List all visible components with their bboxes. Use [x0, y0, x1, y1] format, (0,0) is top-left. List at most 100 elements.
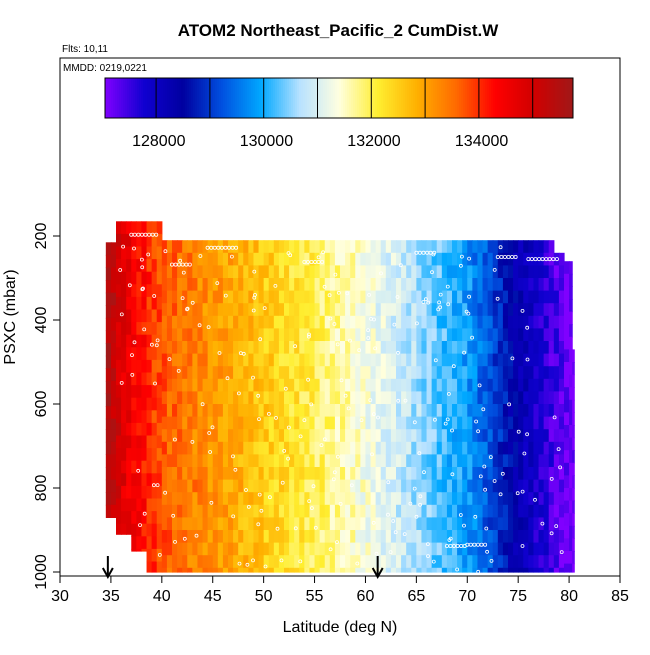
heatmap-cell	[228, 492, 234, 506]
observation-point	[520, 308, 525, 313]
colorbar-segment	[377, 78, 380, 118]
heatmap-cell	[345, 353, 351, 367]
heatmap-cell	[518, 454, 524, 468]
heatmap-cell	[416, 353, 423, 367]
heatmap-cell	[263, 353, 270, 367]
heatmap-cell	[121, 221, 127, 235]
heatmap-cell	[329, 416, 336, 430]
colorbar-segment	[295, 78, 298, 118]
observation-point	[473, 514, 478, 519]
heatmap-cell	[161, 391, 168, 405]
heatmap-cell	[278, 328, 285, 342]
heatmap-cell	[518, 290, 524, 304]
heatmap-cell	[105, 467, 112, 481]
heatmap-cell	[406, 454, 412, 468]
observation-point	[322, 284, 327, 289]
heatmap-cell	[564, 387, 570, 401]
heatmap-cell	[482, 265, 489, 279]
heatmap-cell	[238, 378, 244, 392]
heatmap-cell	[452, 240, 458, 254]
heatmap-cell	[126, 511, 132, 525]
heatmap-cell	[533, 479, 540, 493]
observation-point	[207, 431, 212, 435]
colorbar-segment	[243, 78, 246, 118]
heatmap-cell	[110, 317, 117, 332]
heatmap-cell	[513, 303, 519, 317]
heatmap-cell	[126, 347, 132, 361]
heatmap-cell	[212, 265, 219, 279]
heatmap-cell	[228, 504, 234, 518]
heatmap-cell	[350, 265, 356, 279]
heatmap-cell	[136, 448, 143, 462]
heatmap-cell	[406, 315, 412, 329]
observation-point	[349, 483, 354, 488]
observation-point	[190, 300, 195, 305]
heatmap-cell	[228, 454, 234, 468]
heatmap-cell	[477, 416, 484, 430]
heatmap-cell	[238, 467, 244, 481]
colorbar-segment	[343, 78, 346, 118]
observation-point	[418, 494, 423, 499]
observation-point	[443, 421, 448, 426]
heatmap-cell	[523, 391, 529, 405]
observation-points	[118, 232, 565, 574]
heatmap-cell	[421, 252, 428, 266]
heatmap-cell	[284, 341, 290, 355]
heatmap-cell	[401, 467, 407, 481]
heatmap-cell	[553, 479, 560, 493]
heatmap-cell	[161, 467, 168, 481]
heatmap-cell	[518, 404, 524, 418]
heatmap-cell	[121, 498, 127, 512]
heatmap-cell	[243, 315, 249, 329]
heatmap-cell	[151, 359, 158, 374]
heatmap-cell	[151, 561, 158, 573]
heatmap-cell	[273, 391, 280, 405]
heatmap-cell	[375, 542, 382, 556]
heatmap-cell	[477, 341, 484, 355]
heatmap-cell	[273, 303, 280, 317]
heatmap-cell	[533, 328, 540, 342]
observation-point	[279, 558, 284, 563]
heatmap-cell	[284, 404, 290, 418]
heatmap-cell	[411, 240, 417, 254]
heatmap-cell	[212, 252, 219, 266]
heatmap-cell	[472, 542, 479, 556]
heatmap-cell	[345, 504, 351, 518]
heatmap-cell	[360, 467, 367, 481]
heatmap-cell	[151, 322, 158, 336]
heatmap-cell	[324, 252, 331, 266]
heatmap-cell	[289, 429, 295, 443]
heatmap-cell	[268, 315, 275, 329]
heatmap-cell	[212, 378, 219, 392]
heatmap-cell	[141, 485, 148, 500]
heatmap-cell	[131, 233, 137, 248]
heatmap-cell	[528, 391, 535, 405]
heatmap-cell	[411, 416, 417, 430]
colorbar-segment	[169, 78, 172, 118]
heatmap-cell	[492, 303, 499, 317]
heatmap-cell	[457, 555, 463, 569]
heatmap-cell	[248, 441, 255, 455]
observation-point	[425, 542, 430, 546]
heatmap-cell	[329, 479, 336, 493]
heatmap-cell	[263, 504, 270, 518]
heatmap-cell	[477, 429, 484, 443]
heatmap-cell	[243, 530, 249, 544]
heatmap-cell	[233, 366, 239, 380]
observation-point	[549, 476, 554, 481]
colorbar-segment	[513, 78, 516, 118]
heatmap-cell	[324, 303, 331, 317]
heatmap-cell	[294, 391, 300, 405]
colorbar-segment	[375, 78, 378, 118]
heatmap-cell	[569, 551, 573, 565]
heatmap-cell	[416, 265, 423, 279]
colorbar-segment	[413, 78, 416, 118]
heatmap-cell	[396, 416, 402, 430]
heatmap-cell	[538, 265, 545, 279]
heatmap-cell	[513, 366, 519, 380]
observation-point	[371, 520, 376, 525]
heatmap-cell	[263, 265, 270, 279]
heatmap-cell	[513, 290, 519, 304]
heatmap-cell	[436, 252, 443, 266]
colorbar-segment	[245, 78, 248, 118]
